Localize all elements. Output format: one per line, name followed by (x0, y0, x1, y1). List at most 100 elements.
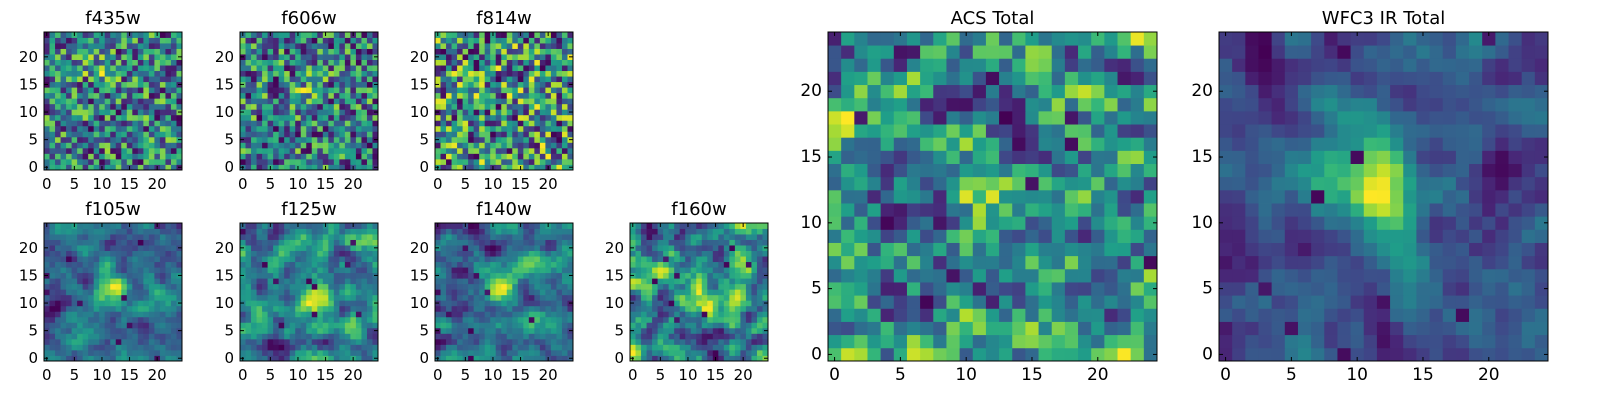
heatmap-cell (165, 158, 172, 165)
heatmap-cell (484, 103, 491, 110)
heatmap-cell (674, 322, 681, 329)
heatmap-cell (517, 322, 524, 329)
heatmap-cell (82, 245, 89, 251)
heatmap-cell (690, 316, 697, 323)
heatmap-cell (60, 70, 67, 77)
heatmap-cell (933, 176, 947, 191)
heatmap-cell (985, 189, 1000, 204)
heatmap-cell (165, 305, 172, 312)
heatmap-cell (295, 278, 302, 285)
x-tick-label: 15 (316, 366, 335, 384)
heatmap-cell (539, 349, 546, 356)
heatmap-cell (278, 322, 285, 329)
heatmap-cell (457, 136, 463, 143)
heatmap-cell (512, 311, 519, 318)
heatmap-cell (165, 147, 172, 154)
heatmap-cell (77, 65, 84, 72)
heatmap-cell (707, 289, 714, 296)
heatmap-cell (841, 203, 855, 217)
heatmap-cell (93, 300, 100, 307)
heatmap-cell (517, 98, 524, 105)
heatmap-cell (484, 65, 491, 72)
heatmap-cell (366, 327, 373, 334)
heatmap-cell (440, 256, 447, 263)
heatmap-cell (104, 278, 111, 285)
heatmap-cell (284, 76, 291, 83)
heatmap-cell (115, 158, 122, 165)
heatmap-cell (143, 153, 150, 160)
heatmap-cell (999, 308, 1013, 322)
heatmap-cell (295, 81, 302, 88)
heatmap-cell (1025, 189, 1039, 204)
heatmap-cell (170, 37, 177, 44)
heatmap-cell (165, 120, 172, 127)
heatmap-cell (295, 158, 302, 165)
heatmap-cell (300, 136, 307, 143)
heatmap-cell (165, 153, 172, 160)
heatmap-cell (251, 333, 257, 340)
heatmap-cell (284, 272, 291, 279)
heatmap-cell (300, 37, 307, 44)
heatmap-cell (306, 267, 313, 274)
heatmap-cell (490, 103, 497, 110)
heatmap-cell (88, 59, 95, 66)
heatmap-cell (523, 37, 530, 44)
heatmap-cell (446, 327, 452, 334)
heatmap-cell (1104, 163, 1118, 178)
heatmap-cell (284, 322, 291, 329)
heatmap-cell (528, 70, 535, 77)
heatmap-cell (355, 48, 362, 55)
heatmap-cell (93, 234, 100, 240)
heatmap-cell (66, 153, 72, 160)
heatmap-cell (567, 98, 574, 105)
heatmap-cell (506, 158, 513, 165)
heatmap-cell (479, 223, 486, 229)
heatmap-cell (132, 267, 139, 274)
heatmap-cell (718, 344, 725, 351)
heatmap-cell (256, 305, 263, 312)
heatmap-cell (110, 327, 117, 334)
heatmap-cell (245, 114, 252, 121)
heatmap-cell (501, 239, 508, 246)
heatmap-cell (1130, 268, 1145, 283)
heatmap-cell (457, 109, 463, 116)
x-tick-label: 5 (656, 366, 666, 384)
heatmap-cell (333, 48, 340, 55)
heatmap-cell (176, 65, 183, 72)
heatmap-cell (295, 147, 302, 154)
heatmap-cell (154, 103, 161, 110)
heatmap-cell (165, 164, 172, 171)
heatmap-cell (350, 153, 357, 160)
heatmap-cell (49, 114, 56, 121)
heatmap-cell (159, 76, 166, 83)
heatmap-cell (718, 305, 725, 312)
heatmap-cell (110, 153, 117, 160)
heatmap-cell (311, 87, 318, 94)
heatmap-cell (328, 48, 335, 55)
heatmap-cell (906, 229, 921, 243)
y-tick-label: 0 (614, 349, 624, 367)
heatmap-cell (528, 289, 535, 296)
heatmap-cell (495, 234, 502, 240)
heatmap-cell (528, 305, 535, 312)
heatmap-cell (701, 349, 708, 356)
heatmap-cell (479, 344, 486, 351)
heatmap-cell (328, 43, 335, 49)
heatmap-cell (300, 43, 307, 49)
heatmap-cell (355, 59, 362, 66)
heatmap-cell (148, 300, 155, 307)
heatmap-cell (539, 65, 546, 72)
heatmap-cell (126, 125, 133, 132)
heatmap-cell (143, 322, 150, 329)
heatmap-cell (663, 300, 670, 307)
heatmap-cell (306, 283, 313, 290)
heatmap-cell (245, 278, 252, 285)
heatmap-cell (435, 43, 441, 49)
heatmap-cell (696, 327, 703, 334)
heatmap-cell (137, 109, 144, 116)
heatmap-cell (273, 256, 280, 263)
heatmap-cell (110, 114, 117, 121)
heatmap-cell (49, 333, 56, 340)
heatmap-cell (137, 344, 144, 351)
heatmap-cell (289, 158, 296, 165)
